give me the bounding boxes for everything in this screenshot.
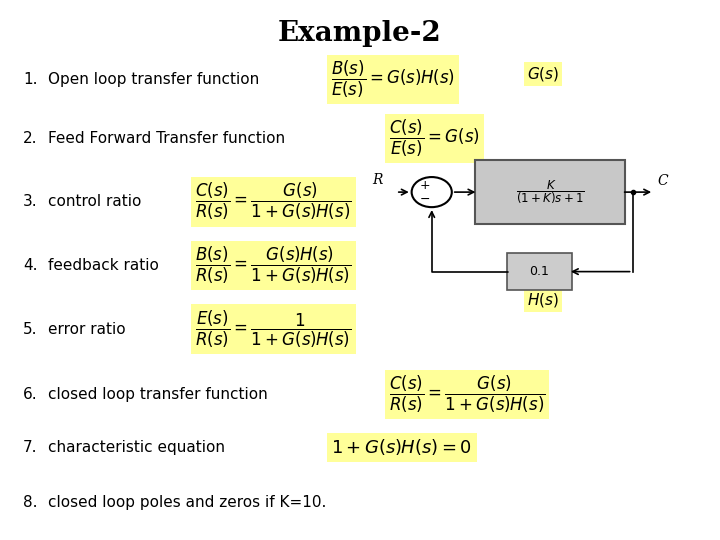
Text: 5.: 5. [23, 322, 37, 336]
Text: C: C [657, 174, 668, 188]
Text: $\dfrac{C(s)}{E(s)} = G(s)$: $\dfrac{C(s)}{E(s)} = G(s)$ [389, 118, 480, 159]
Text: −: − [420, 193, 430, 206]
Text: $G(s)$: $G(s)$ [527, 65, 559, 83]
Text: 1.: 1. [23, 72, 37, 87]
Text: 3.: 3. [23, 194, 37, 210]
Text: +: + [419, 179, 430, 192]
Text: 2.: 2. [23, 131, 37, 146]
Text: $\dfrac{E(s)}{R(s)} = \dfrac{1}{1+G(s)H(s)}$: $\dfrac{E(s)}{R(s)} = \dfrac{1}{1+G(s)H(… [195, 308, 351, 350]
FancyBboxPatch shape [507, 253, 572, 290]
Text: closed loop poles and zeros if K=10.: closed loop poles and zeros if K=10. [48, 495, 326, 510]
Text: Feed Forward Transfer function: Feed Forward Transfer function [48, 131, 285, 146]
Text: 7.: 7. [23, 440, 37, 455]
Text: 8.: 8. [23, 495, 37, 510]
Text: $1+G(s)H(s)=0$: $1+G(s)H(s)=0$ [331, 437, 472, 457]
Text: control ratio: control ratio [48, 194, 141, 210]
Text: feedback ratio: feedback ratio [48, 258, 159, 273]
Text: Open loop transfer function: Open loop transfer function [48, 72, 259, 87]
Text: $\dfrac{C(s)}{R(s)} = \dfrac{G(s)}{1+G(s)H(s)}$: $\dfrac{C(s)}{R(s)} = \dfrac{G(s)}{1+G(s… [195, 181, 351, 222]
Text: 0.1: 0.1 [529, 265, 549, 278]
FancyBboxPatch shape [474, 160, 626, 224]
Text: $\dfrac{B(s)}{E(s)} = G(s)H(s)$: $\dfrac{B(s)}{E(s)} = G(s)H(s)$ [331, 59, 455, 100]
Text: characteristic equation: characteristic equation [48, 440, 225, 455]
Text: $\dfrac{K}{(1+K)s+1}$: $\dfrac{K}{(1+K)s+1}$ [516, 178, 585, 206]
Text: $H(s)$: $H(s)$ [527, 291, 559, 308]
Text: Example-2: Example-2 [278, 20, 442, 47]
Text: R: R [373, 173, 383, 187]
Text: 6.: 6. [23, 387, 37, 402]
Text: $\dfrac{C(s)}{R(s)} = \dfrac{G(s)}{1+G(s)H(s)}$: $\dfrac{C(s)}{R(s)} = \dfrac{G(s)}{1+G(s… [389, 374, 545, 415]
Text: closed loop transfer function: closed loop transfer function [48, 387, 268, 402]
Text: 4.: 4. [23, 258, 37, 273]
Text: error ratio: error ratio [48, 322, 125, 336]
Text: $\dfrac{B(s)}{R(s)} = \dfrac{G(s)H(s)}{1+G(s)H(s)}$: $\dfrac{B(s)}{R(s)} = \dfrac{G(s)H(s)}{1… [195, 245, 351, 286]
